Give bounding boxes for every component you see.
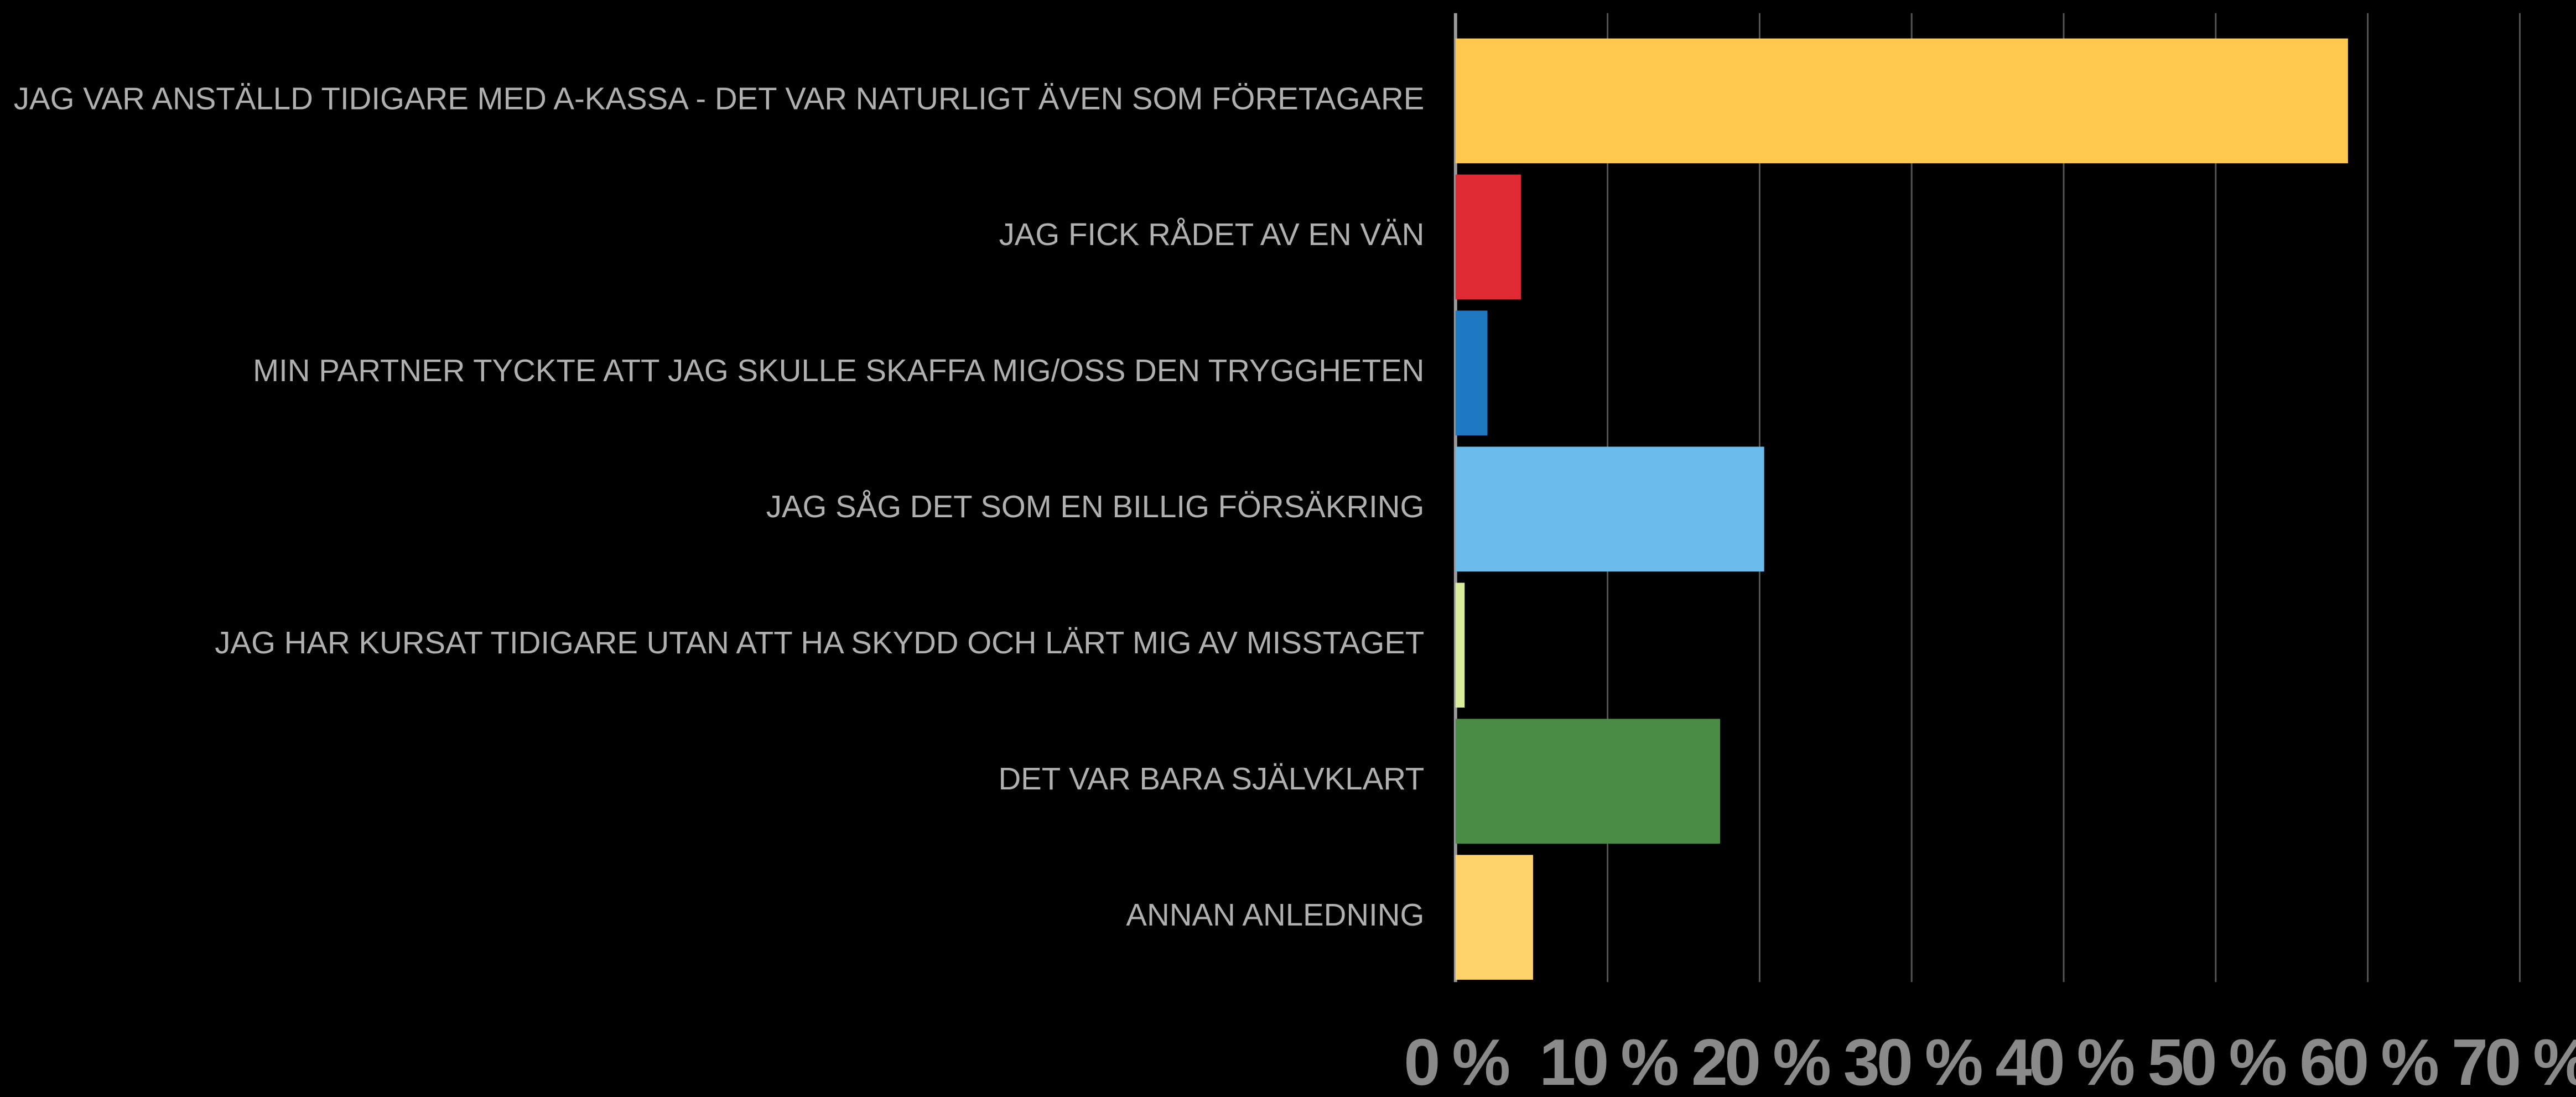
- bar: [1455, 38, 2348, 164]
- bar: [1455, 174, 1521, 300]
- y-tick-label: JAG FICK RÅDET AV EN VÄN: [999, 217, 1425, 252]
- bar: [1455, 446, 1764, 572]
- x-tick-label: 20 %: [1691, 1026, 1830, 1097]
- y-tick-label: MIN PARTNER TYCKTE ATT JAG SKULLE SKAFFA…: [253, 353, 1424, 388]
- y-tick-label: JAG HAR KURSAT TIDIGARE UTAN ATT HA SKYD…: [215, 625, 1424, 660]
- y-tick-label: JAG VAR ANSTÄLLD TIDIGARE MED A-KASSA - …: [14, 81, 1425, 116]
- x-tick-label: 10 %: [1539, 1026, 1677, 1097]
- x-tick-label: 30 %: [1843, 1026, 1982, 1097]
- x-tick-label: 0 %: [1404, 1026, 1509, 1097]
- bar: [1455, 583, 1465, 708]
- y-tick-label: DET VAR BARA SJÄLVKLART: [998, 761, 1424, 796]
- bar: [1455, 855, 1533, 980]
- x-tick-label: 50 %: [2147, 1026, 2286, 1097]
- x-tick-label: 60 %: [2299, 1026, 2438, 1097]
- bar: [1455, 719, 1720, 844]
- x-tick-label: 40 %: [1996, 1026, 2134, 1097]
- y-tick-label: JAG SÅG DET SOM EN BILLIG FÖRSÄKRING: [766, 489, 1425, 524]
- y-tick-label: ANNAN ANLEDNING: [1126, 897, 1424, 932]
- bar: [1455, 310, 1488, 436]
- x-tick-label: 70 %: [2452, 1026, 2576, 1097]
